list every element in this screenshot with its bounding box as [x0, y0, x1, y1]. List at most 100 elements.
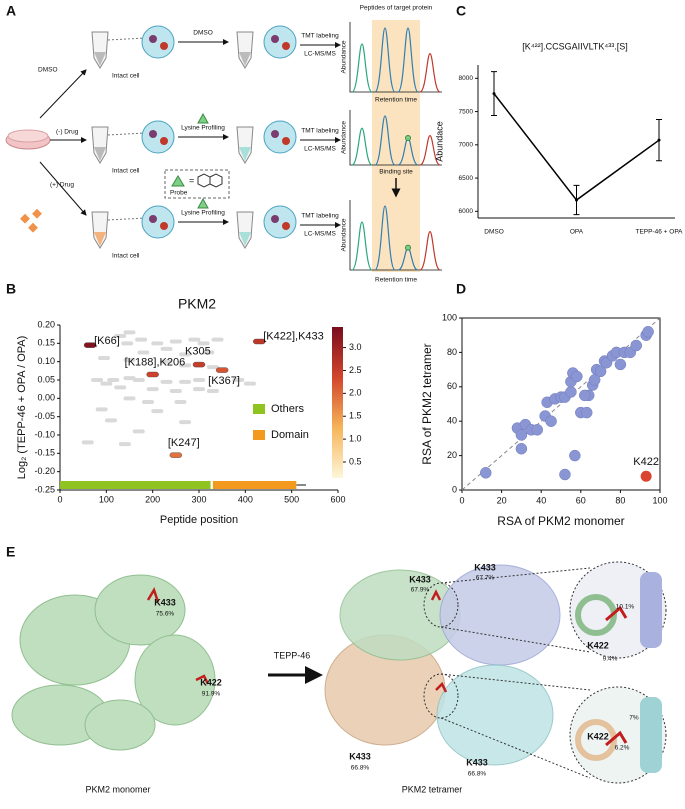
point: [515, 442, 528, 455]
peptide: [160, 346, 173, 351]
rsa-label: 67.7%: [476, 575, 495, 582]
peptide: [123, 357, 136, 362]
x-tick-label: 200: [145, 494, 160, 504]
y-tick-label: 0.20: [37, 319, 55, 329]
panel-label: E: [6, 544, 15, 560]
peptide: [197, 341, 210, 346]
peak: [419, 52, 441, 93]
y-tick-label: 6000: [459, 208, 474, 215]
zoom-line: [440, 717, 591, 779]
zoom-line: [440, 673, 591, 691]
y-tick-label: 0.05: [37, 374, 55, 384]
colorbar-tick-label: 3.0: [349, 342, 362, 352]
point: [559, 468, 571, 481]
peptide: [146, 387, 159, 392]
y-tick-label: 7000: [459, 142, 474, 149]
x-tick-label: 500: [284, 494, 299, 504]
connector: [107, 132, 146, 136]
x-tick-label: 80: [615, 495, 625, 505]
caption: PKM2 monomer: [85, 784, 150, 794]
x-tick-label: 300: [191, 494, 206, 504]
peptide: [193, 378, 205, 382]
protein-domain: [94, 574, 186, 646]
peptide-label: [K66]: [94, 335, 120, 347]
peptide: [107, 378, 120, 382]
point: [480, 467, 492, 479]
peptide: [142, 400, 155, 404]
site-label: K422: [200, 677, 222, 687]
peptide: [114, 385, 127, 390]
probe-icon: [197, 197, 209, 209]
g: DMSO Intact cell TMT labeling LC-MS/MS Lysin…: [91, 25, 341, 260]
colorbar-tick-label: 2.0: [349, 388, 362, 398]
connector: [107, 37, 146, 41]
peptide: [193, 387, 205, 392]
peak: [351, 43, 373, 93]
y-axis-label: Abundance: [341, 218, 348, 251]
intact-cell: Intact cell: [112, 253, 140, 260]
domain-bar: [60, 481, 211, 489]
x-tick-label: DMSO: [484, 229, 504, 236]
organelle: [282, 137, 290, 145]
colorbar-tick-label: 1.0: [349, 433, 362, 443]
chrom-title: Peptides of target protein: [360, 5, 433, 12]
point: [565, 386, 577, 398]
drug-icon: [20, 213, 30, 224]
tube: [91, 126, 109, 164]
panel-label: C: [456, 3, 466, 19]
chart-title: [K⁴²²].CCSGAIIVLTK⁴³³.[S]: [522, 41, 628, 51]
peptide: [135, 337, 148, 342]
arrow: [39, 161, 87, 216]
point: [579, 389, 591, 402]
axis: [349, 200, 442, 271]
peak: [374, 27, 396, 93]
x-tick-label: 0: [57, 494, 62, 504]
peptide: [132, 429, 145, 434]
y-axis-label: RSA of PKM2 tetramer: [420, 343, 434, 464]
organelle: [160, 137, 168, 145]
arrow-label: TEPP-46: [274, 650, 311, 660]
highlight-label: K422: [633, 456, 659, 468]
peptide: [91, 378, 104, 382]
drug-icon: [28, 222, 38, 233]
cell: [263, 25, 297, 59]
peptide: [100, 381, 113, 386]
organelle: [149, 130, 157, 138]
peptide-label: [K188],K206: [125, 356, 186, 368]
legend-label: Others: [271, 403, 305, 415]
y-tick-label: 100: [442, 312, 457, 322]
cell: [263, 205, 297, 239]
peptide: [179, 420, 192, 425]
lcms-label: LC-MS/MS: [304, 146, 336, 153]
axis: [349, 110, 442, 166]
peptide: [160, 359, 173, 364]
workflow-diagram: DMSO (-) Drug (+) Drug DMSO Intact cell TM…: [5, 5, 442, 284]
tube-liquid: [239, 147, 251, 161]
colorbar-tick-label: 0.5: [349, 456, 362, 466]
treatment: Lysine Profiling: [181, 210, 225, 217]
x-tick-label: 400: [238, 494, 253, 504]
peptide: [132, 378, 145, 382]
highlighted-peptide: [169, 452, 183, 458]
peptide: [98, 356, 111, 360]
legend-swatch: [253, 404, 265, 414]
probe-icon: [197, 112, 209, 124]
peptide: [169, 339, 182, 344]
peptide: [179, 352, 192, 357]
rsa-label: 10.1%: [616, 604, 635, 611]
cell: [141, 25, 175, 59]
peak: [374, 205, 396, 271]
y-tick-label: 0.15: [37, 338, 55, 348]
arrow: [39, 69, 87, 119]
x-tick-label: 600: [330, 494, 345, 504]
peptide: [151, 341, 164, 346]
protein-chain: [439, 564, 561, 666]
intact-cell: Intact cell: [112, 168, 140, 175]
peptide: [179, 363, 192, 368]
tube-liquid: [239, 232, 251, 246]
binding-marker: [405, 135, 411, 142]
tmt-label: TMT labeling: [301, 213, 339, 220]
equals: =: [189, 175, 194, 185]
cell-dish: [7, 129, 49, 143]
y-axis-label: Abundance: [341, 121, 348, 154]
